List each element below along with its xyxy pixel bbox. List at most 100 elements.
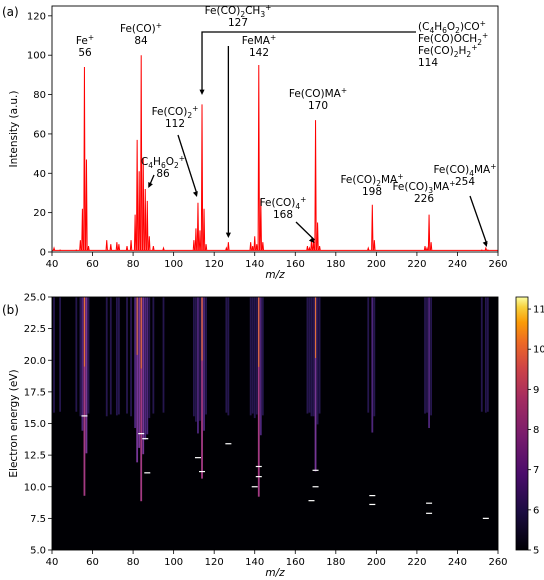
spectrum-peak: [225, 246, 228, 251]
heatmap-streak: [367, 297, 370, 413]
spectrum-peak: [142, 157, 145, 251]
annotation: FeMA+​142: [242, 33, 276, 59]
annotation: Fe(CO)3​MA+​226: [392, 179, 455, 205]
heatmap-streak: [371, 297, 374, 433]
heatmap-streak: [59, 297, 62, 412]
x-axis-label: m/z: [265, 567, 285, 579]
heatmap-streak: [152, 297, 155, 414]
heatmap-streak: [197, 297, 199, 434]
spectrum-peak: [371, 204, 374, 251]
heatmap-streak-hot: [258, 297, 260, 367]
spectrum-peak: [194, 228, 198, 251]
heatmap-streak: [87, 297, 90, 414]
annotation-arrow: [148, 174, 155, 188]
y-tick-label: 0: [40, 248, 46, 259]
x-tick-label: 60: [86, 557, 99, 568]
colorbar-tick-label: 7: [533, 465, 539, 476]
x-tick-label: 260: [488, 259, 507, 270]
heatmap-streak: [199, 297, 201, 421]
heatmap-streak: [144, 297, 147, 440]
spectrum-peak: [87, 246, 90, 251]
y-tick-label: 15.0: [24, 419, 46, 430]
heatmap-streak: [81, 297, 84, 431]
x-tick-label: 40: [46, 259, 59, 270]
heatmap-streak: [83, 297, 86, 496]
heatmap-streak: [53, 297, 55, 413]
heatmap-streak: [251, 297, 254, 414]
x-tick-label: 160: [286, 259, 305, 270]
annotation-arrow: [469, 195, 488, 247]
colorbar-tick-label: 9: [533, 385, 539, 396]
spectrum-peak: [259, 198, 263, 251]
spectrum-peak: [137, 171, 141, 251]
heatmap-streak: [480, 297, 483, 412]
spectrum-peak: [314, 120, 317, 251]
y-tick-label: 10.0: [24, 482, 46, 493]
x-tick-label: 220: [407, 557, 426, 568]
annotation: Fe(CO)MA+​170: [289, 86, 347, 112]
heatmap-streak: [162, 297, 165, 413]
colorbar-tick-label: 5: [533, 546, 539, 557]
spectrum-peak: [79, 240, 82, 251]
x-tick-label: 80: [127, 557, 140, 568]
annotation-line: FeMA+​: [242, 33, 276, 47]
annotation-line: 114: [418, 57, 438, 69]
heatmap-streak: [79, 297, 82, 417]
heatmap-streak: [138, 297, 141, 448]
spectrum-peak: [316, 222, 319, 251]
spectrum-peak: [115, 242, 119, 251]
panel-b-label: (b): [2, 303, 19, 317]
annotation-line: 254: [455, 176, 475, 188]
x-tick-label: 260: [488, 557, 507, 568]
heatmap-streak: [308, 297, 311, 413]
heatmap-streak: [253, 297, 256, 419]
spectrum-peak: [261, 242, 265, 251]
x-tick-label: 60: [86, 259, 99, 270]
spectrum-peak: [255, 244, 258, 251]
spectrum-peak: [135, 139, 139, 251]
heatmap-streak: [115, 297, 118, 416]
spectrum-peak: [196, 202, 200, 251]
heatmap-streak: [261, 297, 264, 416]
heatmap-streak: [249, 297, 252, 416]
heatmap-streak: [134, 297, 137, 429]
y-tick-label: 120: [27, 11, 46, 22]
colorbar: [515, 296, 529, 551]
spectrum-peak: [427, 214, 431, 251]
heatmap-streak: [259, 297, 262, 436]
annotation: Fe+​56: [76, 33, 94, 59]
x-tick-label: 100: [164, 557, 183, 568]
annotation-line: 84: [134, 35, 148, 47]
annotation-line: Fe(CO)2​+​: [152, 104, 199, 120]
spectrum-peak: [162, 246, 165, 251]
x-tick-label: 180: [326, 259, 345, 270]
annotation-line: 86: [156, 168, 170, 180]
x-tick-label: 240: [448, 557, 467, 568]
spectrum-peak: [105, 240, 108, 251]
heatmap-streak-hot: [201, 297, 203, 361]
x-tick-label: 220: [407, 259, 426, 270]
x-tick-label: 180: [326, 557, 345, 568]
y-tick-label: 22.5: [24, 324, 46, 335]
heatmap-streak: [136, 297, 139, 463]
spectrum-peak: [249, 242, 252, 251]
y-tick-label: 7.5: [30, 514, 46, 525]
x-tick-label: 140: [245, 259, 264, 270]
spectrum-peak: [146, 200, 149, 251]
heatmap-streak: [201, 297, 203, 479]
annotation-line: Fe(CO)4​MA+​: [433, 162, 496, 178]
heatmap-streak: [105, 297, 108, 417]
y-axis-label: Electron energy (eV): [8, 369, 20, 477]
x-tick-label: 120: [205, 259, 224, 270]
heatmap-streak: [193, 297, 195, 417]
heatmap-streak: [203, 297, 205, 431]
spectrum-peak: [204, 244, 208, 251]
colorbar-tick-label: 11: [533, 305, 544, 316]
heatmap-streak: [85, 297, 88, 454]
spectrum-peak: [129, 240, 133, 251]
x-tick-label: 40: [46, 557, 59, 568]
annotation-arrow: [199, 31, 416, 95]
y-tick-label: 5.0: [30, 546, 46, 557]
heatmap-streak: [205, 297, 207, 415]
spectrum-peak: [253, 236, 256, 251]
